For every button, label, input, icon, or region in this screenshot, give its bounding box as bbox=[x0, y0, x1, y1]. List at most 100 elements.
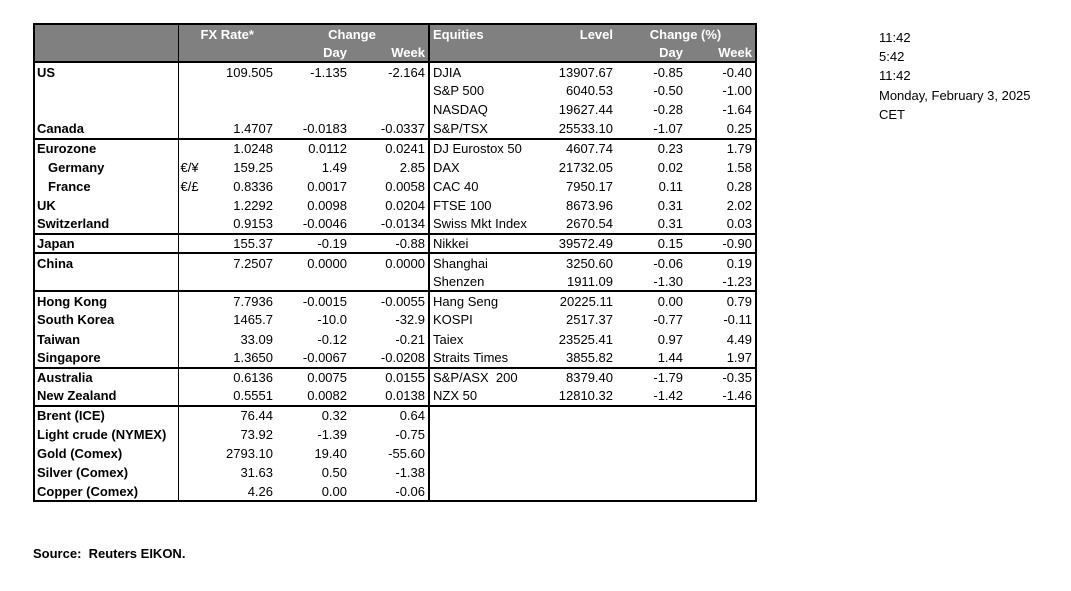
equity-week-change-value: 1.79 bbox=[726, 141, 752, 157]
fx-region-label: Light crude (NYMEX) bbox=[34, 424, 179, 445]
fx-rate-value: 0.8336 bbox=[233, 178, 273, 194]
fx-pair-symbol bbox=[178, 196, 202, 215]
equity-level-value: 7950.17 bbox=[566, 178, 613, 194]
equity-level-value: 3250.60 bbox=[566, 255, 613, 271]
equity-index-name: S&P 500 bbox=[433, 83, 485, 99]
equity-index-name bbox=[429, 482, 540, 501]
equity-level-value: 13907.67 bbox=[558, 64, 613, 80]
equity-index-name: CAC 40 bbox=[433, 178, 479, 194]
equity-day-change-value: 0.02 bbox=[657, 159, 683, 175]
fx-pair-symbol bbox=[178, 100, 202, 119]
time-value: 5:42 bbox=[879, 49, 905, 65]
fx-day-change-value: 0.0082 bbox=[276, 386, 350, 407]
table-row: NASDAQ 19627.44 -0.28 -1.64 bbox=[34, 100, 756, 120]
table-row: Japan 155.37 -0.19 -0.88 Nikkei 39572.49… bbox=[34, 234, 756, 255]
fx-day-change-value: -0.0046 bbox=[276, 214, 350, 236]
fx-rate-value: 7.7936 bbox=[233, 293, 273, 309]
fx-change-header: Change bbox=[276, 24, 430, 44]
equity-level-value: 19627.44 bbox=[558, 102, 613, 118]
fx-region-label: Copper (Comex) bbox=[34, 482, 179, 502]
table-row: France €/£ 0.8336 0.0017 0.0058 CAC 40 7… bbox=[34, 176, 756, 196]
equity-level-value: 8673.96 bbox=[566, 197, 613, 213]
equity-day-change-value: -0.06 bbox=[653, 255, 683, 271]
fx-day-change-value: 0.32 bbox=[321, 408, 347, 424]
fx-pair-symbol bbox=[178, 444, 202, 463]
equity-week-change-value: -0.11 bbox=[723, 312, 752, 328]
equity-level-value: 21732.05 bbox=[558, 159, 613, 175]
equity-week-change-value: -0.35 bbox=[722, 370, 752, 386]
fx-day-change-value: 0.0000 bbox=[307, 255, 347, 271]
equity-index-name: DJ Eurostox 50 bbox=[433, 141, 522, 157]
fx-pair-symbol bbox=[178, 463, 202, 482]
fx-week-change-value: 0.64 bbox=[350, 405, 430, 425]
fx-pair-symbol bbox=[178, 253, 202, 272]
table-row: Singapore 1.3650 -0.0067 -0.0208 Straits… bbox=[34, 348, 756, 369]
fx-region-label: Gold (Comex) bbox=[34, 444, 179, 464]
equity-week-change-value: 4.49 bbox=[726, 331, 752, 347]
equity-index-name: Shanghai bbox=[433, 255, 488, 271]
equity-index-name: NZX 50 bbox=[429, 386, 540, 407]
header-empty-cell bbox=[34, 43, 179, 64]
equity-level-value bbox=[540, 463, 616, 482]
equity-day-change-value: -0.28 bbox=[653, 102, 683, 118]
source-note: Source: Reuters EIKON. bbox=[33, 546, 186, 561]
fx-rate-value: 76.44 bbox=[240, 408, 273, 424]
table-row: Silver (Comex) 31.63 0.50 -1.38 bbox=[34, 463, 756, 483]
table-row: Eurozone 1.0248 0.0112 0.0241 DJ Eurosto… bbox=[34, 138, 756, 158]
market-summary-table: FX Rate* Change Equities Level Change (%… bbox=[33, 23, 757, 503]
fx-region-label: Brent (ICE) bbox=[34, 405, 179, 425]
fx-pair-symbol bbox=[178, 119, 202, 140]
fx-pair-symbol: €/¥ bbox=[180, 159, 199, 175]
fx-week-change-value: -0.06 bbox=[350, 482, 430, 502]
equity-day-change-value: -1.42 bbox=[616, 386, 686, 407]
fx-week-change-value: -32.9 bbox=[350, 310, 430, 330]
fx-week-change-value: 0.0138 bbox=[350, 386, 430, 407]
equities-change-header: Change (%) bbox=[616, 24, 756, 44]
equity-index-name: DJIA bbox=[433, 64, 462, 80]
equity-level-value: 39572.49 bbox=[540, 234, 616, 255]
fx-pair-symbol bbox=[178, 348, 202, 369]
fx-day-change-value: -0.0183 bbox=[276, 119, 350, 140]
fx-pair-symbol bbox=[178, 386, 202, 407]
fx-rate-value: 0.9153 bbox=[202, 214, 276, 236]
table-row: Taiwan 33.09 -0.12 -0.21 Taiex 23525.41 … bbox=[34, 329, 756, 349]
table-row: China 7.2507 0.0000 0.0000 Shanghai 3250… bbox=[34, 253, 756, 273]
fx-week-change-value: -0.0055 bbox=[350, 291, 430, 311]
fx-day-change-value: 19.40 bbox=[314, 446, 347, 462]
table-row: US 109.505 -1.135 -2.164 DJIA 13907.67 -… bbox=[34, 62, 756, 82]
fx-week-change-value: -0.0337 bbox=[350, 119, 430, 140]
fx-day-change-value: 0.50 bbox=[321, 465, 347, 481]
table-row: Germany €/¥ 159.25 1.49 2.85 DAX 21732.0… bbox=[34, 157, 756, 177]
equity-index-name bbox=[429, 425, 540, 444]
equity-week-change-value bbox=[686, 406, 756, 425]
fx-week-change-value: -0.0134 bbox=[350, 214, 430, 236]
fx-day-header: Day bbox=[276, 43, 350, 64]
fx-week-change-value: -0.21 bbox=[350, 329, 430, 349]
table-row: South Korea 1465.7 -10.0 -32.9 KOSPI 251… bbox=[34, 310, 756, 330]
fx-day-change-value: 0.0098 bbox=[307, 197, 347, 213]
equity-level-value: 6040.53 bbox=[566, 83, 613, 99]
table-row: S&P 500 6040.53 -0.50 -1.00 bbox=[34, 81, 756, 101]
equity-day-change-value: -1.79 bbox=[653, 370, 683, 386]
fx-week-change-value: -0.0208 bbox=[350, 348, 430, 369]
equity-level-value: 2670.54 bbox=[540, 214, 616, 236]
fx-region-label: US bbox=[34, 62, 179, 82]
fx-week-change-value bbox=[350, 272, 430, 293]
equity-day-change-value: 0.31 bbox=[616, 214, 686, 236]
table-row: Switzerland 0.9153 -0.0046 -0.0134 Swiss… bbox=[34, 214, 756, 236]
equity-level-value: 20225.11 bbox=[559, 293, 613, 309]
fx-rate-value: 109.505 bbox=[226, 64, 273, 80]
fx-region-label bbox=[34, 272, 179, 293]
table-row: UK 1.2292 0.0098 0.0204 FTSE 100 8673.96… bbox=[34, 195, 756, 215]
fx-day-change-value: 0.0112 bbox=[308, 141, 347, 157]
fx-pair-symbol bbox=[178, 272, 202, 293]
fx-week-change-value bbox=[350, 100, 430, 120]
equity-index-name bbox=[429, 444, 540, 463]
table-row: Brent (ICE) 76.44 0.32 0.64 bbox=[34, 405, 756, 425]
equity-level-value: 1911.09 bbox=[540, 272, 616, 293]
fx-region-label bbox=[34, 100, 179, 120]
equity-level-value: 2517.37 bbox=[566, 312, 613, 328]
fx-rate-value: 155.37 bbox=[202, 234, 276, 255]
header-empty-cell bbox=[429, 43, 540, 64]
fx-week-change-value: 0.0204 bbox=[350, 195, 430, 215]
